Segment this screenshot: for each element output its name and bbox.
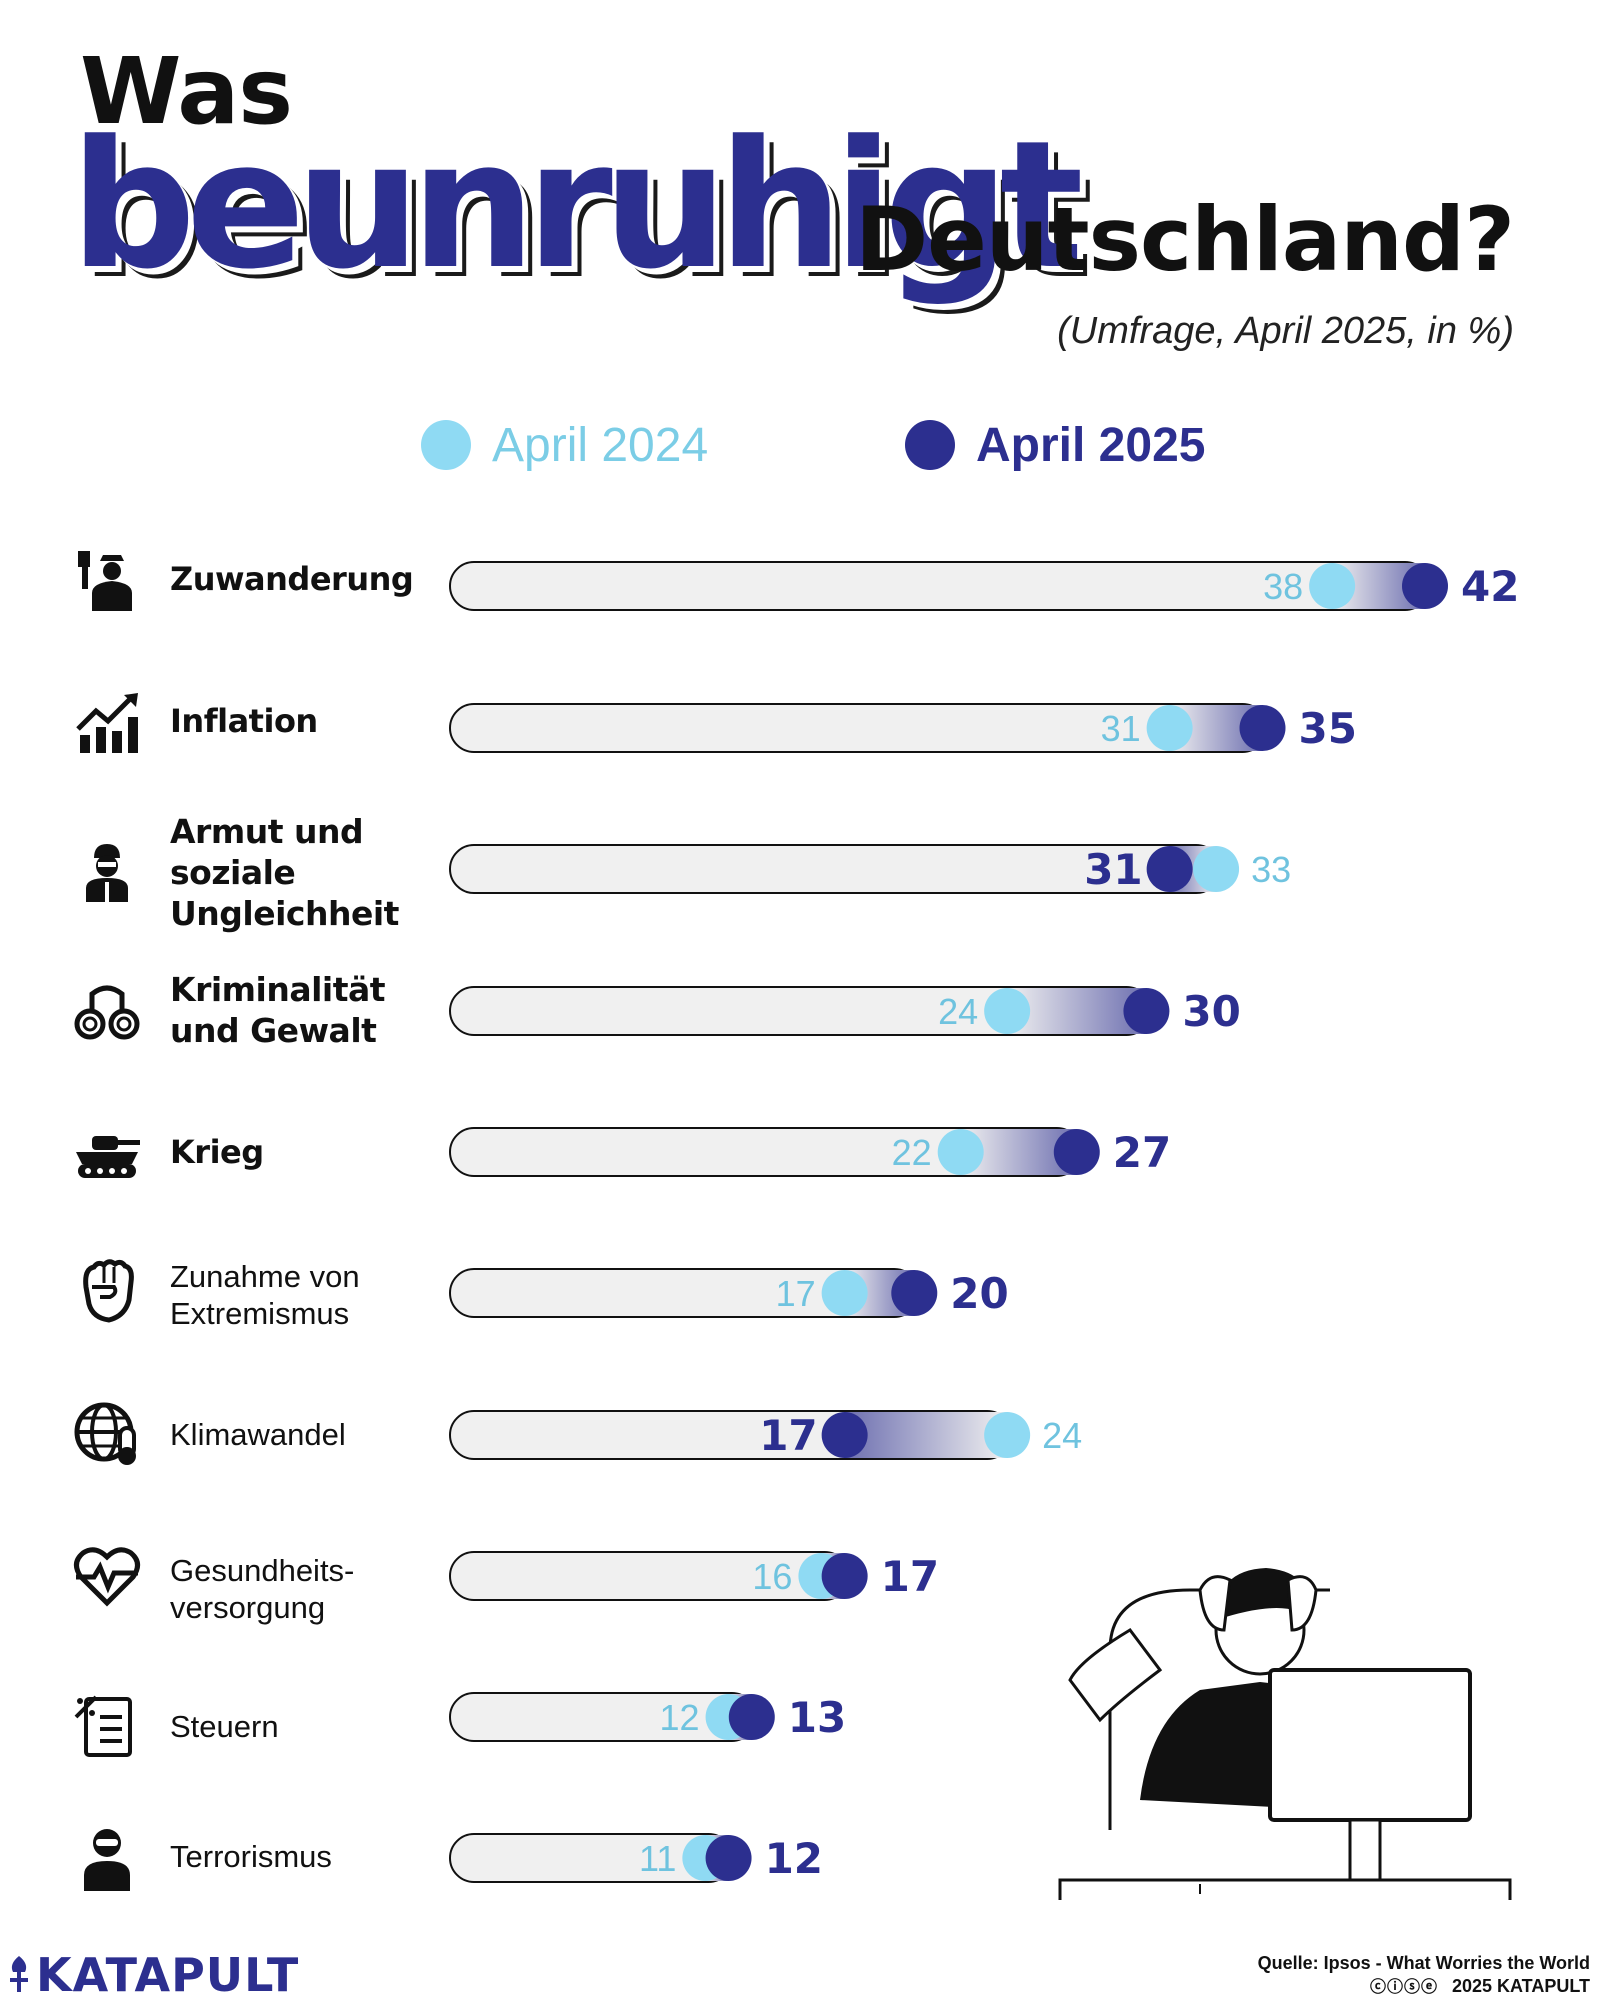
category-label-klimawandel: Klimawandel [170, 1417, 346, 1452]
value-label-2025: 31 [1084, 845, 1142, 894]
dot-2025 [1146, 846, 1193, 892]
value-label-2025: 20 [950, 1269, 1008, 1318]
legend-dot-2025 [905, 420, 955, 470]
title-highlight: beunruhigt [70, 103, 1084, 308]
dot-2024 [984, 988, 1031, 1034]
category-label-terrorismus: Terrorismus [170, 1839, 332, 1874]
dot-2025 [891, 1270, 938, 1316]
category-label-line: Kriminalität [170, 970, 386, 1009]
value-label-2025: 13 [788, 1693, 846, 1742]
dot-2024 [821, 1270, 868, 1316]
category-label-kriminalitaet: Kriminalität und Gewalt [170, 970, 386, 1052]
value-label-2024: 22 [892, 1132, 932, 1173]
category-label-inflation: Inflation [170, 702, 318, 740]
category-label-line: und Gewalt [170, 1010, 377, 1050]
rising-chart-icon [72, 689, 142, 759]
brand-name: KATAPULT [36, 1948, 300, 2002]
dot-2025 [1053, 1129, 1100, 1175]
value-label-2024: 12 [660, 1697, 700, 1738]
legend: April 2024 April 2025 [0, 410, 1600, 480]
category-label-line: versorgung [170, 1589, 326, 1625]
copyright: 2025 KATAPULT [1451, 1975, 1590, 1996]
dot-2025 [821, 1553, 868, 1599]
value-label-2024: 31 [1101, 708, 1141, 749]
dot-2025 [1239, 705, 1286, 751]
catapult-logo-icon [10, 1956, 28, 1992]
tank-icon [72, 1118, 142, 1188]
value-label-2024: 38 [1263, 566, 1303, 607]
value-label-2025: 42 [1461, 562, 1519, 611]
legend-label-2024: April 2024 [492, 419, 709, 472]
category-label-armut: Armut und soziale Ungleichheit [170, 812, 399, 935]
worried-person-illustration [1050, 1530, 1600, 1904]
category-label-krieg: Krieg [170, 1133, 264, 1171]
category-label-line: Armut und [170, 812, 364, 851]
dot-2025 [821, 1412, 868, 1458]
category-label-extremismus: Zunahme von Extremismus [170, 1259, 360, 1332]
category-label-zuwanderung: Zuwanderung [170, 560, 414, 598]
brand-logo: KATAPULT [6, 1948, 299, 2002]
category-label-line: Gesundheits- [170, 1553, 355, 1588]
value-label-2024: 17 [776, 1273, 816, 1314]
dot-2025 [728, 1694, 775, 1740]
dot-2024 [1146, 705, 1193, 751]
category-label-steuern: Steuern [170, 1709, 279, 1744]
title-rest: Deutschland? [855, 188, 1515, 291]
source-note: Quelle: Ipsos - What Worries the World ⓒ… [1258, 1952, 1590, 1998]
category-label-gesundheit: Gesundheits- versorgung [170, 1553, 354, 1626]
dot-2025 [705, 1835, 752, 1881]
change-segment [844, 1412, 1008, 1458]
dot-2024 [1309, 563, 1356, 609]
value-label-2024: 33 [1251, 849, 1291, 890]
raised-fist-icon [72, 1257, 142, 1327]
value-label-2024: 24 [1042, 1415, 1082, 1456]
dot-2024 [937, 1129, 984, 1175]
globe-thermometer-icon [72, 1398, 142, 1468]
change-segment [1007, 988, 1147, 1034]
legend-dot-2024 [421, 420, 471, 470]
value-label-2024: 16 [752, 1556, 792, 1597]
category-label-line: Zunahme von [170, 1259, 360, 1294]
bar-track [449, 703, 1268, 753]
title-line-1: Was [80, 38, 293, 145]
value-label-2025: 17 [881, 1552, 939, 1601]
handcuffs-icon [72, 976, 142, 1046]
value-label-2024: 24 [938, 991, 978, 1032]
masked-person-icon [72, 1823, 142, 1893]
subtitle: (Umfrage, April 2025, in %) [1057, 310, 1514, 352]
dot-2024 [1193, 846, 1240, 892]
tax-document-icon [72, 1691, 142, 1761]
dot-2025 [1402, 563, 1448, 609]
category-label-line: Ungleichheit [170, 893, 399, 933]
heartbeat-icon [72, 1541, 142, 1611]
dot-2024 [984, 1412, 1031, 1458]
category-label-line: Extremismus [170, 1295, 350, 1331]
border-officer-icon [72, 547, 142, 617]
legend-label-2025: April 2025 [976, 419, 1206, 472]
category-label-line: soziale [170, 852, 296, 892]
poor-person-icon [72, 836, 142, 906]
source-text: Quelle: Ipsos - What Worries the World [1257, 1953, 1590, 1973]
value-label-2024: 11 [639, 1838, 676, 1879]
license-icons: ⓒⓘⓢⓔ [1369, 1978, 1438, 1996]
value-label-2025: 35 [1299, 704, 1357, 753]
dot-2025 [1123, 988, 1170, 1034]
value-label-2025: 12 [765, 1834, 823, 1883]
value-label-2025: 30 [1182, 987, 1240, 1036]
value-label-2025: 27 [1113, 1128, 1171, 1177]
value-label-2025: 17 [759, 1411, 817, 1460]
